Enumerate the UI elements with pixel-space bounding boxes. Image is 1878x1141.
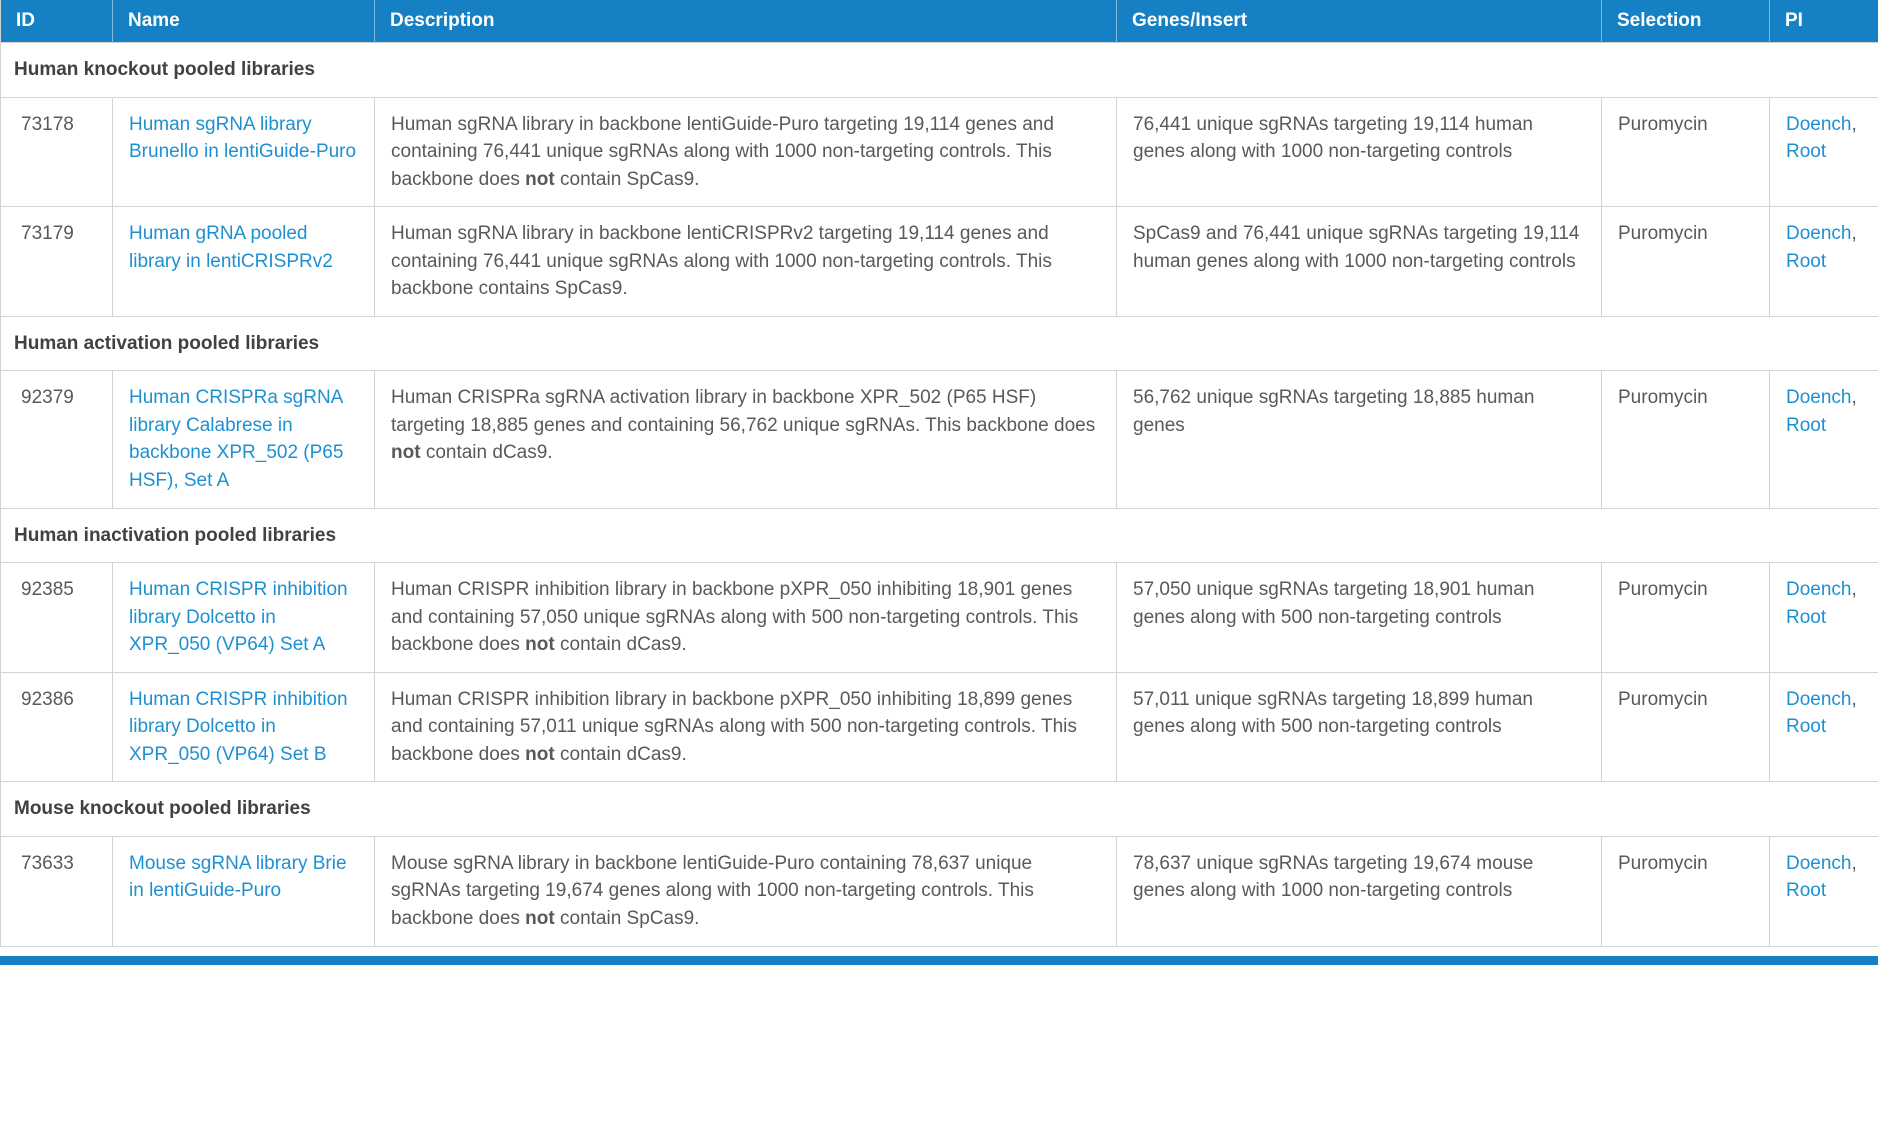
library-description: Human CRISPRa sgRNA activation library i… (374, 370, 1117, 509)
genes-insert: 57,050 unique sgRNAs targeting 18,901 hu… (1116, 562, 1602, 673)
pi-separator: , (1851, 113, 1857, 135)
description-bold-text: not (525, 168, 555, 190)
description-bold-text: not (391, 442, 421, 464)
pi-cell: Doench, Root (1769, 370, 1878, 509)
selection-marker: Puromycin (1601, 671, 1770, 783)
pi-link-doench[interactable]: Doench (1786, 579, 1852, 601)
pi-link-root[interactable]: Root (1786, 880, 1827, 902)
library-description: Human sgRNA library in backbone lentiCRI… (374, 206, 1117, 317)
library-row: 92385 Human CRISPR inhibition library Dol… (0, 562, 1878, 673)
pi-separator: , (1851, 688, 1857, 710)
pi-link-doench[interactable]: Doench (1786, 852, 1852, 874)
pi-cell: Doench, Root (1769, 671, 1878, 783)
selection-marker: Puromycin (1601, 370, 1770, 509)
description-text-tail: contain SpCas9. (554, 168, 700, 190)
column-header-description: Description (374, 0, 1117, 43)
pooled-libraries-table: ID Name Description Genes/Insert Selecti… (0, 0, 1878, 947)
library-description: Human CRISPR inhibition library in backb… (374, 671, 1117, 783)
library-row: 73179 Human gRNA pooled library in lentiC… (0, 206, 1878, 317)
genes-insert: SpCas9 and 76,441 unique sgRNAs targetin… (1116, 206, 1602, 317)
pi-link-root[interactable]: Root (1786, 414, 1827, 436)
selection-marker: Puromycin (1601, 835, 1770, 947)
genes-insert: 57,011 unique sgRNAs targeting 18,899 hu… (1116, 671, 1602, 783)
description-text: Human CRISPR inhibition library in backb… (391, 579, 1079, 656)
library-name-cell: Human CRISPRa sgRNA library Calabrese in… (112, 370, 375, 509)
description-text: Human sgRNA library in backbone lentiCRI… (391, 223, 1052, 300)
library-name-link[interactable]: Human gRNA pooled library in lentiCRISPR… (129, 223, 333, 272)
description-text: Human CRISPRa sgRNA activation library i… (391, 387, 1096, 436)
section-title: Human activation pooled libraries (0, 315, 1878, 372)
genes-insert: 76,441 unique sgRNAs targeting 19,114 hu… (1116, 96, 1602, 208)
library-id: 92385 (0, 562, 113, 673)
description-text-tail: contain dCas9. (420, 442, 553, 464)
library-id: 73633 (0, 835, 113, 947)
column-header-id: ID (0, 0, 113, 43)
section-title: Human knockout pooled libraries (0, 42, 1878, 98)
pi-link-doench[interactable]: Doench (1786, 688, 1852, 710)
selection-marker: Puromycin (1601, 562, 1770, 673)
pi-separator: , (1851, 579, 1857, 601)
selection-marker: Puromycin (1601, 96, 1770, 208)
description-text-tail: contain dCas9. (554, 634, 687, 656)
section-header-row: Human activation pooled libraries (0, 315, 1878, 372)
description-bold-text: not (525, 908, 555, 930)
section-header-row: Human inactivation pooled libraries (0, 507, 1878, 564)
column-header-genes-insert: Genes/Insert (1116, 0, 1602, 43)
library-name-cell: Mouse sgRNA library Brie in lentiGuide-P… (112, 835, 375, 947)
pi-separator: , (1851, 223, 1857, 245)
section-header-row: Mouse knockout pooled libraries (0, 781, 1878, 837)
section-title: Mouse knockout pooled libraries (0, 781, 1878, 837)
section-title: Human inactivation pooled libraries (0, 507, 1878, 564)
description-text: Mouse sgRNA library in backbone lentiGui… (391, 852, 1034, 930)
description-text-tail: contain SpCas9. (554, 908, 700, 930)
description-bold-text: not (525, 743, 555, 765)
pi-cell: Doench, Root (1769, 562, 1878, 673)
library-name-cell: Human gRNA pooled library in lentiCRISPR… (112, 206, 375, 317)
library-row: 73633 Mouse sgRNA library Brie in lentiGu… (0, 835, 1878, 947)
library-name-cell: Human sgRNA library Brunello in lentiGui… (112, 96, 375, 208)
selection-marker: Puromycin (1601, 206, 1770, 317)
description-text: Human CRISPR inhibition library in backb… (391, 688, 1077, 765)
pi-link-doench[interactable]: Doench (1786, 387, 1852, 409)
pi-cell: Doench, Root (1769, 96, 1878, 208)
description-text-tail: contain dCas9. (554, 743, 687, 765)
library-name-cell: Human CRISPR inhibition library Dolcetto… (112, 562, 375, 673)
pi-cell: Doench, Root (1769, 206, 1878, 317)
library-row: 73178 Human sgRNA library Brunello in len… (0, 96, 1878, 208)
library-id: 73178 (0, 96, 113, 208)
pi-link-root[interactable]: Root (1786, 606, 1827, 628)
pi-link-doench[interactable]: Doench (1786, 223, 1852, 245)
pi-link-doench[interactable]: Doench (1786, 113, 1852, 135)
library-name-link[interactable]: Human sgRNA library Brunello in lentiGui… (129, 113, 357, 163)
library-name-cell: Human CRISPR inhibition library Dolcetto… (112, 671, 375, 783)
next-table-header-strip (0, 955, 1878, 965)
library-description: Human CRISPR inhibition library in backb… (374, 562, 1117, 673)
library-name-link[interactable]: Human CRISPR inhibition library Dolcetto… (129, 579, 348, 656)
library-description: Human sgRNA library in backbone lentiGui… (374, 96, 1117, 208)
column-header-pi: PI (1769, 0, 1878, 43)
library-row: 92386 Human CRISPR inhibition library Dol… (0, 671, 1878, 783)
library-name-link[interactable]: Mouse sgRNA library Brie in lentiGuide-P… (129, 852, 347, 902)
description-bold-text: not (525, 634, 555, 656)
pi-link-root[interactable]: Root (1786, 250, 1827, 272)
pi-cell: Doench, Root (1769, 835, 1878, 947)
pi-link-root[interactable]: Root (1786, 716, 1827, 738)
table-header-row: ID Name Description Genes/Insert Selecti… (0, 0, 1878, 43)
genes-insert: 56,762 unique sgRNAs targeting 18,885 hu… (1116, 370, 1602, 509)
library-row: 92379 Human CRISPRa sgRNA library Calabre… (0, 370, 1878, 509)
library-id: 92386 (0, 671, 113, 783)
column-header-selection: Selection (1601, 0, 1770, 43)
description-text: Human sgRNA library in backbone lentiGui… (391, 113, 1054, 190)
pi-separator: , (1851, 852, 1857, 874)
library-description: Mouse sgRNA library in backbone lentiGui… (374, 835, 1117, 947)
library-id: 92379 (0, 370, 113, 509)
pi-link-root[interactable]: Root (1786, 141, 1827, 163)
genes-insert: 78,637 unique sgRNAs targeting 19,674 mo… (1116, 835, 1602, 947)
column-header-name: Name (112, 0, 375, 43)
library-name-link[interactable]: Human CRISPR inhibition library Dolcetto… (129, 688, 348, 765)
library-id: 73179 (0, 206, 113, 317)
section-header-row: Human knockout pooled libraries (0, 42, 1878, 98)
library-name-link[interactable]: Human CRISPRa sgRNA library Calabrese in… (129, 387, 344, 492)
pi-separator: , (1851, 387, 1857, 409)
